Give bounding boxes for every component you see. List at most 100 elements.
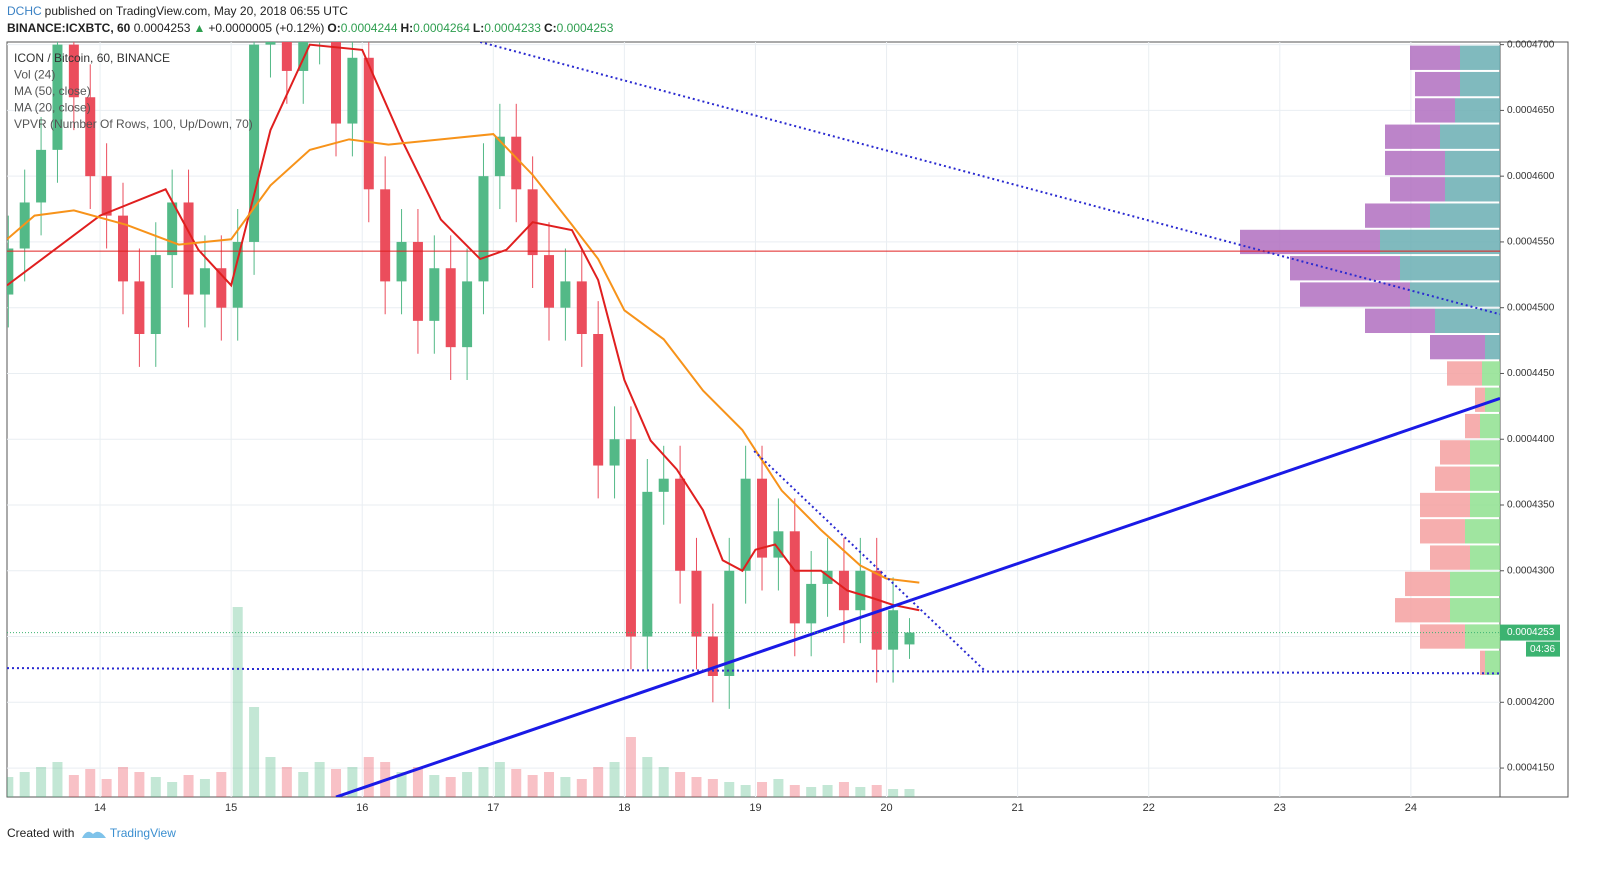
o-label: O:	[327, 21, 341, 35]
last-price-label: 0.0004253	[1507, 627, 1555, 638]
volume-bar	[544, 772, 555, 797]
drawing-line	[335, 397, 1500, 797]
candle-body	[85, 97, 96, 177]
vpvr-down	[1415, 71, 1460, 97]
vpvr-down	[1385, 124, 1440, 149]
vpvr-up	[1380, 229, 1500, 255]
volume-bar	[216, 772, 227, 797]
plot	[7, 42, 1500, 797]
candle-body	[871, 570, 882, 650]
volume-bar	[904, 789, 915, 797]
legend-item: Vol (24)	[14, 68, 55, 82]
candle-body	[576, 281, 587, 335]
vpvr-down	[1480, 650, 1485, 675]
candle-body	[216, 268, 227, 308]
countdown-label: 04:36	[1530, 644, 1555, 655]
candle-body	[527, 189, 538, 256]
vpvr-down	[1410, 45, 1460, 70]
publisher[interactable]: DCHC	[7, 4, 42, 18]
volume-bar	[888, 789, 899, 797]
candle-body	[19, 202, 30, 249]
candle-body	[724, 570, 735, 676]
volume-bar	[478, 767, 489, 797]
vpvr-down	[1420, 492, 1470, 518]
candle-body	[740, 478, 751, 571]
vpvr-down	[1420, 624, 1465, 649]
volume-bar	[331, 769, 342, 797]
vpvr-up	[1430, 203, 1500, 228]
candle-body	[36, 149, 47, 203]
candle-body	[658, 478, 669, 492]
candle-body	[298, 42, 309, 71]
h-label: H:	[400, 21, 414, 35]
volume-bar	[249, 707, 260, 797]
vpvr-down	[1365, 203, 1430, 228]
ma-line	[7, 133, 920, 584]
brand[interactable]: TradingView	[109, 826, 176, 840]
candle-body	[888, 610, 899, 650]
candle-body	[625, 439, 636, 637]
vpvr-up	[1480, 413, 1500, 439]
candle-body	[494, 136, 505, 177]
x-tick-label: 16	[356, 802, 368, 814]
candle-body	[429, 268, 440, 321]
vpvr-down	[1290, 256, 1400, 281]
volume-bar	[445, 777, 456, 797]
candle-body	[183, 202, 194, 295]
volume-bar	[773, 779, 784, 797]
volume-bar	[576, 779, 587, 797]
volume-bar	[412, 767, 423, 797]
candle-body	[609, 439, 620, 466]
candle-body	[642, 491, 653, 637]
l: 0.0004233	[484, 21, 541, 35]
vpvr-down	[1447, 361, 1482, 386]
candle-body	[445, 268, 456, 348]
candle-body	[363, 57, 374, 190]
y-tick-label: 0.0004350	[1507, 500, 1555, 511]
change: +0.0000005 (+0.12%)	[208, 21, 325, 35]
legend-item: MA (20, close)	[14, 100, 91, 114]
volume-bar	[625, 737, 636, 797]
candle-body	[478, 176, 489, 282]
vpvr-up	[1470, 440, 1500, 465]
vpvr-up	[1455, 98, 1500, 123]
candle-body	[462, 281, 473, 348]
candle-body	[118, 215, 129, 282]
volume-bar	[822, 785, 833, 797]
legend-item: VPVR (Number Of Rows, 100, Up/Down, 70)	[14, 117, 253, 131]
volume-bar	[806, 787, 817, 797]
vpvr-up	[1465, 624, 1500, 649]
candle-body	[68, 44, 79, 98]
vpvr-down	[1430, 335, 1485, 360]
candle-body	[232, 241, 243, 308]
candle-body	[101, 176, 112, 216]
volume-bar	[199, 779, 210, 797]
volume-bar	[707, 779, 718, 797]
o: 0.0004244	[340, 21, 398, 35]
y-tick-label: 0.0004250	[1507, 631, 1555, 642]
x-tick-label: 18	[618, 802, 630, 814]
y-tick-label: 0.0004200	[1507, 697, 1555, 708]
vpvr-up	[1450, 571, 1500, 597]
vpvr-down	[1420, 519, 1465, 544]
vpvr-up	[1445, 150, 1500, 176]
candle-body	[593, 334, 604, 466]
candle-body	[822, 570, 833, 584]
x-tick-label: 23	[1274, 802, 1286, 814]
vpvr-up	[1485, 387, 1500, 412]
countdown-box	[1526, 641, 1560, 657]
c: 0.0004253	[556, 21, 614, 35]
vpvr-up	[1485, 650, 1500, 675]
vpvr-up	[1435, 308, 1500, 334]
volume-bar	[609, 762, 620, 797]
candle-body	[757, 478, 768, 558]
ohlc-line: BINANCE:ICXBTC, 60 0.0004253 ▲ +0.0000005 …	[7, 21, 616, 35]
volume-bar	[281, 767, 292, 797]
drawing-line	[753, 450, 986, 672]
candle-body	[249, 44, 260, 242]
candle-body	[7, 248, 14, 295]
vpvr-down	[1385, 150, 1445, 176]
volume-bar	[7, 777, 14, 797]
drawing-line	[7, 667, 1500, 675]
